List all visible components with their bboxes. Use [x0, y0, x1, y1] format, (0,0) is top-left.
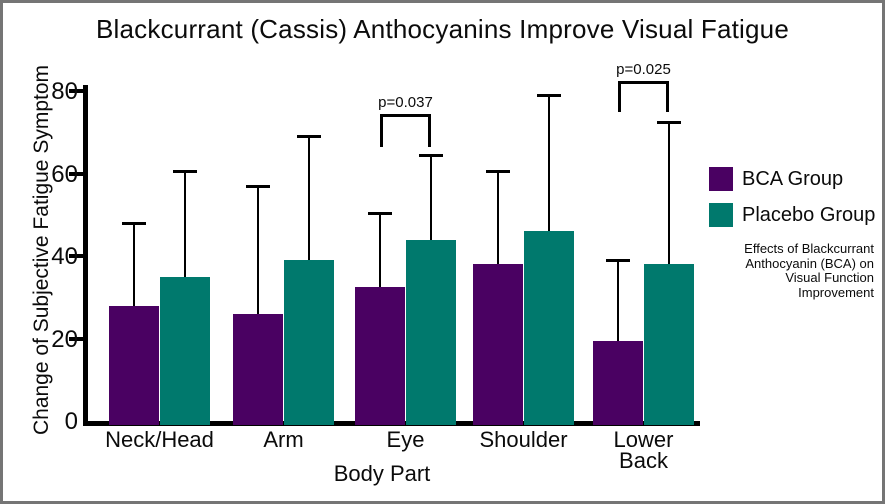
caption-line: Effects of Blackcurrant [744, 241, 874, 256]
error-bar-cap [368, 211, 392, 215]
y-tick-label: 60 [51, 160, 78, 188]
error-bar-cap [657, 120, 681, 124]
y-tick [69, 89, 83, 93]
error-bar-line [617, 260, 619, 341]
error-bar-cap [419, 153, 443, 157]
bar-bca-group [233, 313, 283, 425]
error-bar-cap [606, 259, 630, 263]
bar-bca-group [355, 286, 405, 425]
error-bar-cap [122, 222, 146, 225]
y-tick-label: 20 [51, 325, 78, 353]
bar-placebo-group [160, 276, 210, 425]
category-label: Shoulder [479, 427, 568, 452]
y-tick [69, 336, 83, 341]
error-bar-cap [173, 170, 197, 174]
bar-bca-group [473, 264, 523, 425]
error-bar-line [257, 185, 259, 314]
category-label: Neck/Head [105, 427, 214, 452]
x-axis-label: Body Part [333, 461, 431, 486]
error-bar-line [308, 136, 310, 261]
bar-placebo-group [524, 231, 574, 425]
bar-placebo-group [284, 260, 334, 425]
error-bar-cap [486, 170, 510, 174]
category-label: Arm [263, 427, 304, 452]
error-bar-cap [537, 94, 561, 98]
y-tick-label: 40 [51, 243, 78, 270]
category-label: Eye [386, 427, 425, 452]
legend-item: BCA Group [709, 167, 875, 191]
bar-placebo-group [644, 264, 694, 425]
chart-caption: Effects of Blackcurrant Anthocyanin (BCA)… [674, 241, 874, 300]
bar-bca-group [109, 305, 159, 425]
error-bar-cap [246, 184, 270, 188]
y-axis [83, 85, 88, 426]
legend-item: Placebo Group [709, 203, 875, 227]
chart-title: Blackcurrant (Cassis) Anthocyanins Impro… [96, 14, 789, 44]
caption-line: Visual Function [785, 270, 874, 285]
legend-item-label: BCA Group [742, 167, 844, 190]
legend: BCA Group Placebo Group [709, 167, 875, 239]
p-value-label: p=0.037 [378, 94, 433, 111]
error-bar-line [430, 154, 432, 240]
error-bar-line [497, 171, 499, 265]
y-tick-label: 80 [51, 78, 78, 105]
p-value-bracket [380, 114, 431, 147]
p-value-label: p=0.025 [616, 61, 671, 78]
bar-bca-group [593, 340, 643, 425]
error-bar-line [133, 223, 135, 306]
caption-line: Improvement [798, 284, 874, 300]
error-bar-line [184, 171, 186, 277]
bar-placebo-group [406, 239, 456, 425]
p-value-bracket [618, 81, 669, 112]
y-tick-label: 0 [64, 408, 78, 435]
legend-swatch [709, 203, 733, 227]
error-bar-line [379, 212, 381, 287]
error-bar-line [548, 95, 550, 232]
legend-swatch [709, 167, 733, 191]
caption-line: Anthocyanin (BCA) on [745, 255, 874, 271]
error-bar-cap [297, 135, 321, 139]
y-tick [69, 254, 83, 258]
legend-item-label: Placebo Group [742, 203, 876, 226]
error-bar-line [668, 121, 670, 265]
y-tick [69, 171, 83, 176]
category-label: Lower Back [613, 427, 674, 473]
